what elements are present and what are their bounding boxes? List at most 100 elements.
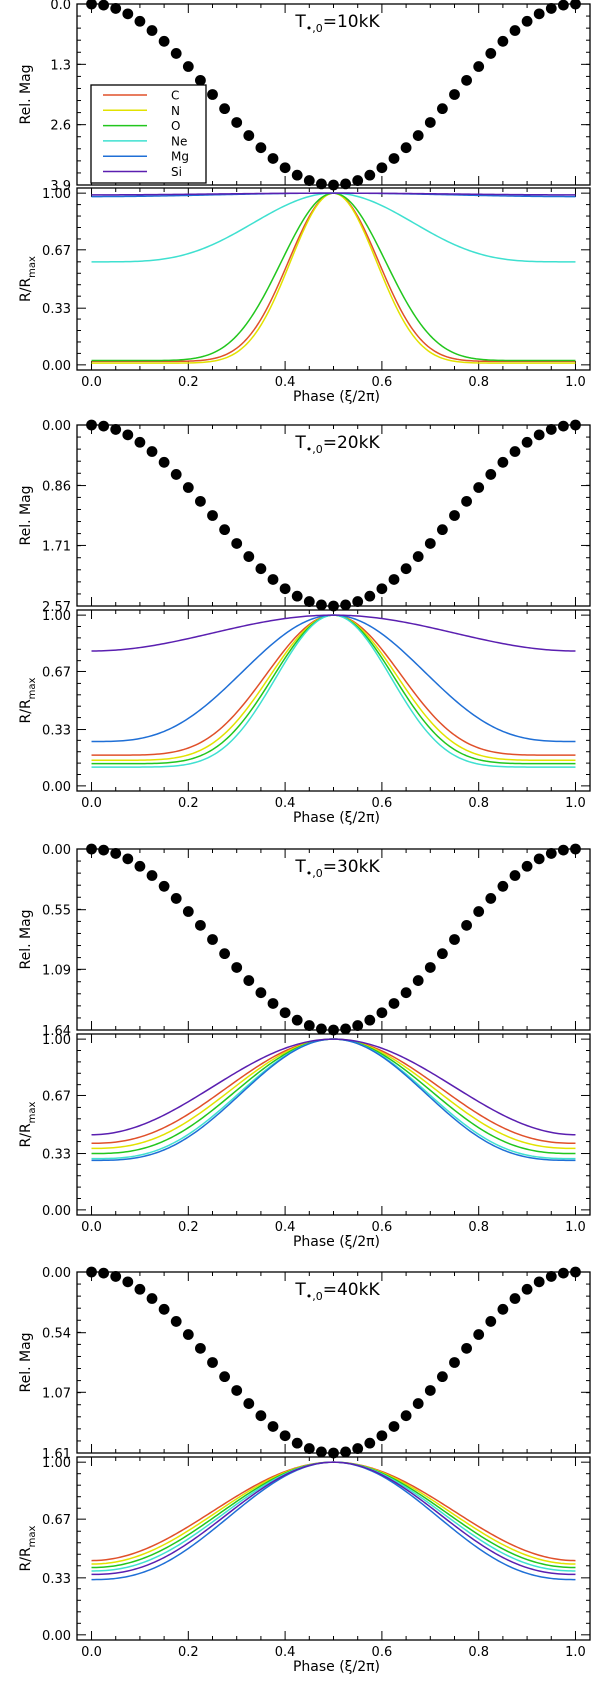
panel-title: T•,0=40kK (294, 1280, 380, 1303)
x-tick-label: 0.4 (275, 796, 296, 811)
legend-label-ne: Ne (171, 134, 187, 148)
y-tick-label: 1.61 (42, 1447, 71, 1462)
light-curve-point (316, 1446, 327, 1458)
light-curve-point (243, 975, 255, 986)
x-tick-label: 0.4 (275, 1645, 296, 1660)
light-curve-point (243, 1398, 255, 1409)
light-curve-point (340, 1446, 351, 1458)
series-line-si (91, 614, 576, 652)
y-tick-label: 0.67 (42, 244, 71, 259)
light-curve-point (400, 142, 412, 154)
light-curve-point (134, 436, 146, 448)
light-curve-point (388, 1421, 400, 1432)
series-line-c (91, 1038, 576, 1145)
light-curve-point (219, 103, 231, 115)
light-curve-point (86, 843, 97, 855)
y-tick-label: 0.33 (42, 1572, 71, 1587)
y-tick-label: 1.07 (42, 1386, 71, 1401)
plot-frame (76, 187, 591, 371)
light-curve-point (170, 48, 182, 59)
light-curve-point (461, 919, 472, 931)
y-axis-title: Rel. Mag (18, 909, 34, 969)
light-curve-point (98, 0, 110, 11)
light-curve-point (449, 1357, 460, 1368)
light-curve-point (449, 89, 460, 100)
y-tick-label: 1.00 (42, 187, 71, 202)
light-curve-point (231, 1385, 243, 1396)
light-curve-point (412, 1398, 424, 1409)
light-curve-point (545, 848, 557, 859)
light-curve-point (497, 456, 509, 468)
light-curve-point (424, 1385, 436, 1396)
series-line-ne (91, 192, 576, 263)
y-tick-label: 0.33 (42, 302, 71, 317)
light-curve-point (231, 538, 243, 549)
light-curve-point (303, 175, 315, 186)
light-curve-point (485, 48, 497, 59)
light-curve-point (497, 1303, 509, 1315)
x-axis-title: Phase (ξ/2π) (293, 1659, 380, 1675)
light-curve-point (352, 175, 364, 186)
series-line-o (91, 1461, 576, 1569)
light-curve-point (195, 74, 206, 86)
legend-box (90, 84, 207, 184)
light-curve-point (170, 469, 182, 480)
light-curve-point (170, 1316, 182, 1327)
legend-label-c: C (171, 89, 179, 103)
light-curve-point (545, 1271, 557, 1282)
y-axis-title: R/Rmax (18, 677, 38, 723)
light-curve-point (388, 153, 400, 164)
light-curve-point (316, 1023, 327, 1035)
light-curve-point (388, 574, 400, 585)
panel-4: 0.00 0.55 1.09 1.64 Rel. Mag T•,0=30kK (18, 843, 591, 1039)
light-curve-point (328, 1024, 339, 1036)
light-curve-point (436, 1371, 448, 1383)
light-curve-point (255, 142, 267, 154)
series-line-mg (91, 614, 576, 743)
light-curve-point (110, 3, 122, 14)
x-tick-label: 1.0 (565, 1220, 586, 1235)
light-curve-point (436, 948, 448, 960)
light-curve-point (400, 1410, 412, 1422)
light-curve-point (461, 1342, 472, 1354)
light-curve-point (328, 600, 339, 612)
series-line-n (91, 1038, 576, 1150)
light-curve-point (182, 1329, 194, 1340)
x-tick-label: 1.0 (565, 375, 586, 390)
light-curve-point (400, 563, 412, 575)
y-tick-label: 0.00 (42, 1204, 71, 1219)
x-tick-label: 0.0 (81, 796, 102, 811)
light-curve-point (122, 853, 134, 865)
light-curve-point (207, 510, 218, 521)
panel-0: 0.0 1.3 2.6 3.9 Rel. Mag T•,0=10kK (18, 0, 591, 194)
series-line-ne (91, 1461, 576, 1572)
light-curve-point (521, 1283, 533, 1295)
panel-1: 0.00 0.33 0.67 1.00 R/Rmax 0.0 0.2 0.4 0.6 0.8 1.0… (18, 84, 591, 405)
y-tick-label: 1.00 (42, 1456, 71, 1471)
x-axis-title: Phase (ξ/2π) (293, 810, 380, 826)
series-line-c (91, 1461, 576, 1562)
light-curve-point (98, 1267, 110, 1279)
light-curve-point (146, 870, 158, 881)
light-curve-point (316, 599, 327, 611)
series-line-mg (91, 1461, 576, 1581)
light-curve-point (570, 1266, 581, 1278)
light-curve-point (424, 117, 436, 128)
light-curve-point (158, 35, 170, 47)
series-line-si (91, 1038, 576, 1136)
light-curve-point (134, 1283, 146, 1295)
light-curve-point (86, 419, 97, 431)
light-curve-point (182, 61, 194, 72)
light-curve-point (436, 103, 448, 115)
x-axis-title: Phase (ξ/2π) (293, 389, 380, 405)
light-curve-point (158, 456, 170, 468)
y-tick-label: 0.00 (42, 780, 71, 795)
light-curve-point (388, 998, 400, 1009)
panel-title: T•,0=30kK (294, 857, 380, 880)
y-tick-label: 0.67 (42, 1089, 71, 1104)
light-curve-point (533, 429, 545, 441)
light-curve-point (340, 1023, 351, 1035)
light-curve-point (303, 596, 315, 607)
light-curve-point (243, 130, 255, 141)
